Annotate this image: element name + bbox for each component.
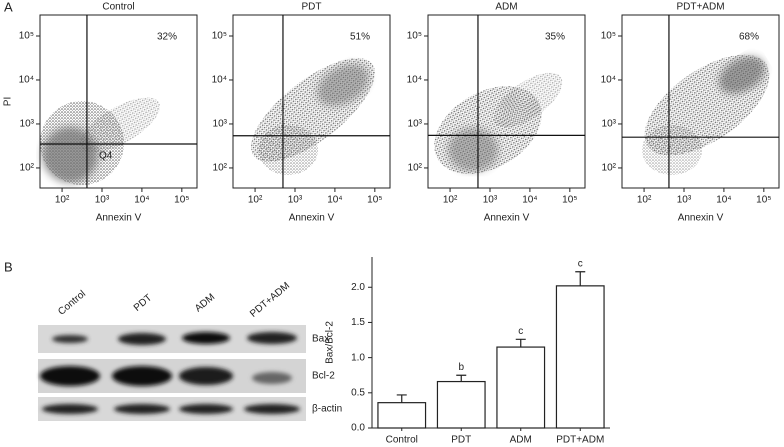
plot-frame	[232, 14, 391, 189]
x-tick-label: 10²	[637, 195, 652, 206]
cell-cloud	[40, 97, 160, 185]
x-axis-label: Annexin V	[289, 213, 335, 224]
y-tick-label: 10²	[213, 163, 228, 174]
y-tick-label: 10⁴	[407, 75, 422, 86]
quadrant-label: Q4	[99, 151, 113, 162]
scatter-panel: 10² 10³ 10⁴ 10⁵ 10² 10³ 10⁴ 10⁵ ADM 35% Annexin V	[407, 2, 586, 224]
lane-label: ADM	[193, 292, 217, 315]
x-tick-label: 10²	[248, 195, 263, 206]
y-tick-label: 10⁵	[19, 31, 34, 42]
error-bar	[456, 374, 467, 382]
y-tick-label: 10³	[213, 119, 228, 130]
scatter-panel: 10² 10³ 10⁴ 10⁵ 10² 10³ 10⁴ 10⁵ PDT 51% Annexin V	[212, 2, 391, 224]
western-blot: Control PDT ADM PDT+ADM Bax Bcl-2 β-acti…	[38, 280, 342, 421]
y-tick-label: 10²	[20, 163, 35, 174]
y-tick-label: 0.0	[351, 423, 365, 434]
x-tick-label: 10³	[288, 195, 303, 206]
error-bar	[515, 338, 526, 348]
chart-title: Control	[102, 2, 134, 13]
y-tick-label: 10²	[408, 163, 423, 174]
panel-label: A	[4, 0, 13, 14]
x-tick-label: 10⁵	[562, 195, 577, 206]
x-tick-label: 10³	[95, 195, 110, 206]
x-tick-label: 10⁴	[327, 195, 342, 206]
bar	[555, 285, 605, 429]
plot-frame	[427, 14, 586, 189]
y-axis-label: Bax/Bcl-2	[325, 321, 336, 364]
y-tick-label: 10⁴	[601, 75, 616, 86]
x-axis-label: Annexin V	[96, 213, 142, 224]
y-tick-label: 10³	[20, 119, 35, 130]
x-tick-label: 10⁴	[716, 195, 731, 206]
y-tick-label: 10⁴	[19, 75, 34, 86]
x-tick-label: PDT+ADM	[556, 435, 604, 446]
x-tick-label: ADM	[510, 435, 532, 446]
y-tick-label: 1.0	[351, 352, 365, 363]
percentage: 51%	[350, 32, 370, 43]
x-tick-label: 10²	[443, 195, 458, 206]
chart-title: ADM	[495, 2, 517, 13]
panel-label: B	[4, 259, 13, 274]
x-tick-label: 10³	[483, 195, 498, 206]
significance-label: b	[458, 362, 464, 373]
y-tick-label: 10²	[602, 163, 617, 174]
bar-panel: 0.0 0.5 1.0 1.5 2.0 Bax/Bcl-2 Control b PDT c ADM c…	[325, 257, 610, 446]
cell-cloud	[251, 58, 375, 175]
row-label: Bax	[312, 334, 329, 345]
error-bar	[575, 271, 586, 286]
lane-label: PDT	[132, 292, 154, 313]
cell-cloud	[642, 54, 770, 175]
percentage: 68%	[739, 32, 759, 43]
x-tick-label: 10⁵	[174, 195, 189, 206]
x-tick-label: 10⁵	[756, 195, 771, 206]
significance-label: c	[578, 258, 583, 269]
error-bar	[396, 394, 407, 403]
x-tick-label: 10⁵	[367, 195, 382, 206]
lane-label: PDT+ADM	[248, 280, 292, 319]
percentage: 32%	[157, 32, 177, 43]
y-tick-label: 10⁵	[601, 31, 616, 42]
lane-label: Control	[56, 289, 88, 318]
x-tick-label: 10⁴	[134, 195, 149, 206]
y-tick-label: 10⁵	[212, 31, 227, 42]
x-tick-label: 10³	[677, 195, 692, 206]
scatter-panel: 10² 10³ 10⁴ 10⁵ 10² 10³ 10⁴ 10⁵ PDT+ADM 68% Annexi…	[601, 2, 780, 224]
y-tick-label: 2.0	[351, 282, 365, 293]
significance-label: c	[518, 326, 523, 337]
y-tick-label: 10⁵	[407, 31, 422, 42]
x-tick-label: 10²	[55, 195, 70, 206]
plot-frame	[39, 14, 198, 189]
y-tick-label: 10³	[602, 119, 617, 130]
scatter-panel: 10² 10³ 10⁴ 10⁵ 10² 10³ 10⁴ 10⁵ Control 32% Q4 Anne…	[3, 2, 198, 224]
chart-title: PDT	[302, 2, 322, 13]
plot-frame	[621, 14, 780, 189]
bar	[377, 402, 427, 429]
row-label: Bcl-2	[312, 371, 335, 382]
bar	[496, 346, 546, 429]
y-axis-label: PI	[3, 97, 14, 106]
y-tick-label: 1.5	[351, 317, 365, 328]
chart-title: PDT+ADM	[676, 2, 724, 13]
y-tick-label: 10⁴	[212, 75, 227, 86]
row-label: β-actin	[312, 404, 342, 415]
x-tick-label: PDT	[451, 435, 471, 446]
blot-bands	[40, 332, 300, 414]
percentage: 35%	[545, 32, 565, 43]
x-axis-label: Annexin V	[484, 213, 530, 224]
y-tick-label: 0.5	[351, 387, 365, 398]
x-tick-label: Control	[386, 435, 418, 446]
bar	[436, 380, 486, 429]
x-axis-label: Annexin V	[678, 213, 724, 224]
cell-cloud	[434, 72, 563, 174]
y-tick-label: 10³	[408, 119, 423, 130]
x-tick-label: 10⁴	[522, 195, 537, 206]
